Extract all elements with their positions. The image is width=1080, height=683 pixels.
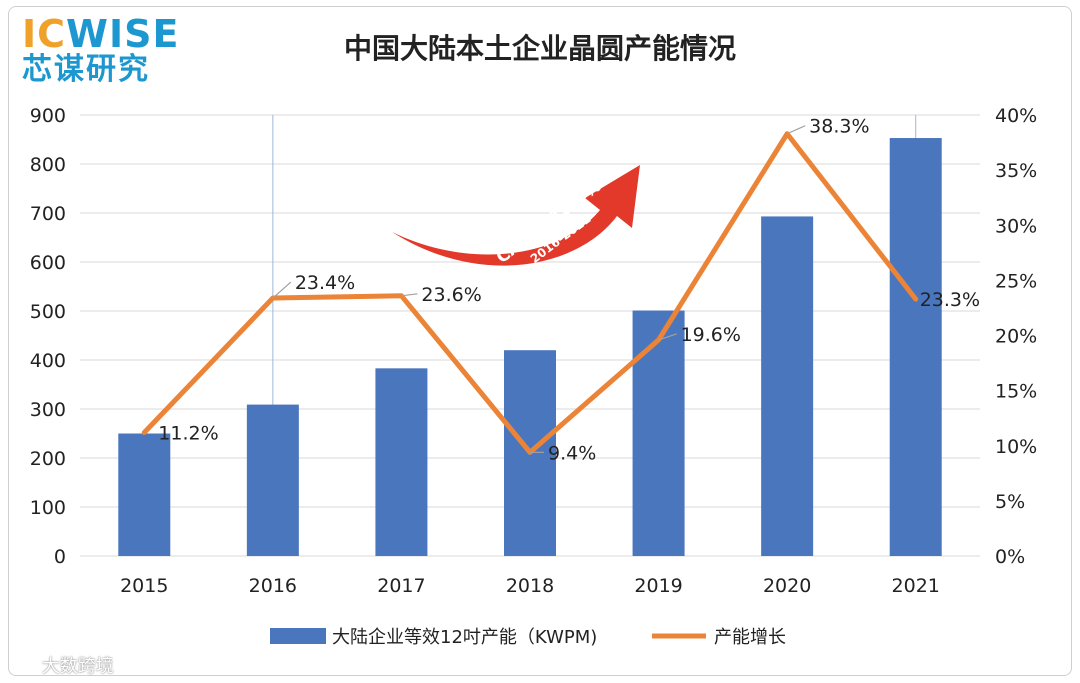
growth-data-label: 9.4% <box>548 442 596 464</box>
bar <box>375 368 428 556</box>
right-axis-tick-label: 5% <box>995 491 1025 513</box>
growth-data-label: 23.4% <box>295 272 355 294</box>
bar-series <box>118 138 942 556</box>
x-axis-tick-label: 2015 <box>120 575 168 597</box>
bar <box>246 404 299 556</box>
label-leader-line <box>401 293 418 297</box>
bar <box>632 310 685 556</box>
growth-data-label: 11.2% <box>158 423 218 445</box>
x-axis-tick-label: 2018 <box>506 575 554 597</box>
bar <box>889 138 942 556</box>
x-axis-tick-label: 2021 <box>892 575 940 597</box>
growth-data-labels: 11.2% 23.4% 23.6% 9.4% 19.6% 38.3% 23.3% <box>158 116 980 465</box>
logo-wordmark: ICWISE <box>22 14 179 54</box>
watermark: 大数跨境 <box>10 652 114 678</box>
growth-data-label: 19.6% <box>681 324 741 346</box>
label-leader-line <box>786 125 806 135</box>
right-axis-tick-label: 20% <box>995 326 1037 348</box>
growth-data-label: 23.3% <box>920 289 980 311</box>
legend-label-line: 产能增长 <box>714 627 786 648</box>
left-axis-tick-label: 0 <box>54 546 66 568</box>
legend-label-bar: 大陆企业等效12吋产能（KWPM) <box>332 627 597 648</box>
bar <box>761 216 814 556</box>
logo-ic-text: IC <box>22 12 67 56</box>
label-leader-line <box>272 281 292 299</box>
logo-wise-text: WISE <box>66 12 180 56</box>
label-leader-line <box>658 333 677 341</box>
left-axis-tick-label: 100 <box>30 497 66 519</box>
right-axis-tick-label: 40% <box>995 105 1037 127</box>
legend-swatch-bar <box>270 628 326 644</box>
cagr-arrow: CAGR=18.4% 2016-2021 <box>392 165 640 268</box>
icwise-logo: ICWISE 芯谋研究 <box>22 14 179 86</box>
right-axis-tick-label: 15% <box>995 381 1037 403</box>
left-axis-tick-label: 200 <box>30 448 66 470</box>
left-axis-tick-label: 800 <box>30 154 66 176</box>
x-axis-tick-label: 2017 <box>377 575 425 597</box>
cagr-arrow-shape <box>392 165 640 266</box>
right-axis-ticks: 0% 5% 10% 15% 20% 25% 30% 35% 40% <box>995 105 1037 568</box>
left-axis-tick-label: 300 <box>30 399 66 421</box>
watermark-text: 大数跨境 <box>41 656 114 677</box>
right-axis-tick-label: 35% <box>995 160 1037 182</box>
left-axis-tick-label: 400 <box>30 350 66 372</box>
left-axis-tick-label: 900 <box>30 105 66 127</box>
growth-data-label: 23.6% <box>421 284 481 306</box>
logo-chinese-text: 芯谋研究 <box>22 52 150 87</box>
left-axis-tick-label: 500 <box>30 301 66 323</box>
x-axis-tick-label: 2016 <box>249 575 297 597</box>
left-axis-tick-label: 600 <box>30 252 66 274</box>
x-axis-tick-label: 2020 <box>763 575 811 597</box>
x-axis-tick-label: 2019 <box>634 575 682 597</box>
x-axis-ticks: 2015 2016 2017 2018 2019 2020 2021 <box>120 575 940 597</box>
bar <box>118 433 171 556</box>
chart-legend: 大陆企业等效12吋产能（KWPM) 产能增长 <box>270 627 786 648</box>
left-axis-ticks: 0 100 200 300 400 500 600 700 800 900 <box>30 105 66 568</box>
chart-title: 中国大陆本土企业晶圆产能情况 <box>344 32 736 65</box>
growth-data-label: 38.3% <box>809 116 869 138</box>
left-axis-tick-label: 700 <box>30 203 66 225</box>
weibo-icon <box>11 658 35 675</box>
right-axis-tick-label: 30% <box>995 215 1037 237</box>
right-axis-tick-label: 0% <box>995 546 1025 568</box>
right-axis-tick-label: 25% <box>995 270 1037 292</box>
right-axis-tick-label: 10% <box>995 436 1037 458</box>
